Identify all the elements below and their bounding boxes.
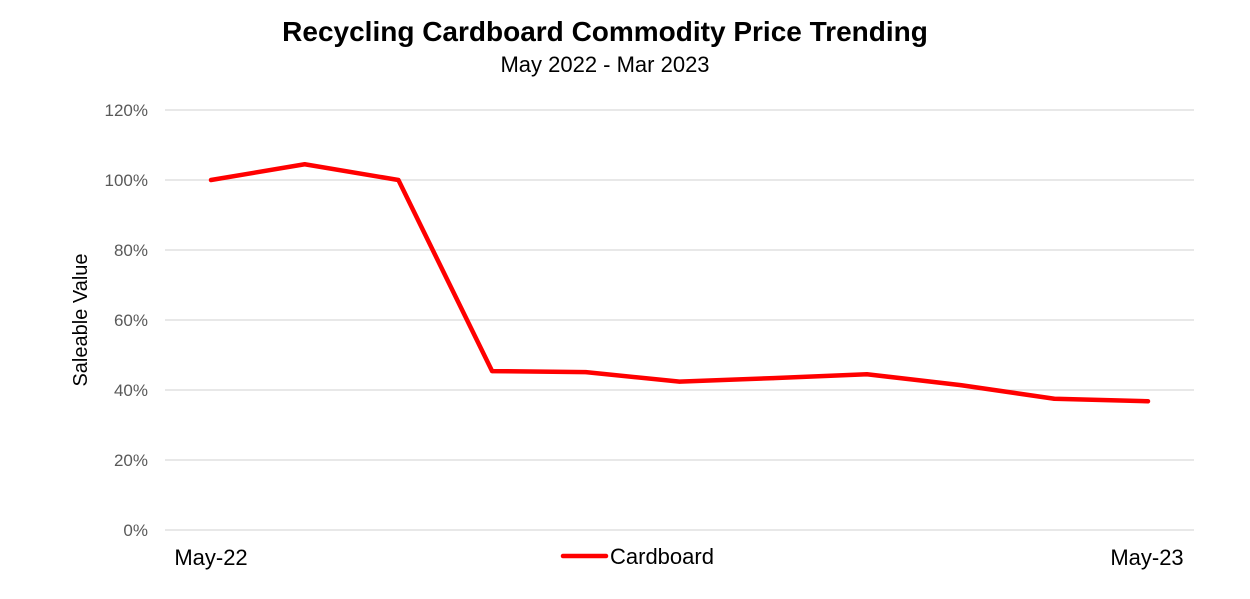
chart-subtitle: May 2022 - Mar 2023	[500, 52, 710, 77]
data-point-Dec-22	[864, 372, 869, 377]
chart-title: Recycling Cardboard Commodity Price Tren…	[282, 16, 928, 47]
y-tick-labels: 0% 20% 40% 60% 80% 100% 120%	[105, 101, 148, 540]
y-axis-label: Saleable Value	[70, 253, 92, 386]
y-tick-label: 20%	[114, 451, 148, 470]
y-tick-label: 0%	[123, 521, 148, 540]
data-point-Sep-22	[583, 370, 588, 375]
y-tick-label: 40%	[114, 381, 148, 400]
x-tick-labels: May-22 May-23	[174, 545, 1183, 570]
x-tick-label: May-23	[1110, 545, 1183, 570]
data-point-Feb-23	[1052, 396, 1057, 401]
legend: Cardboard	[560, 544, 714, 569]
data-point-Jun-22	[302, 162, 307, 167]
data-points	[209, 162, 1150, 404]
data-point-Oct-22	[677, 379, 682, 384]
data-point-May-22	[209, 178, 213, 182]
y-tick-label: 60%	[114, 311, 148, 330]
data-point-Jan-23	[958, 383, 963, 388]
gridlines	[165, 109, 1194, 531]
y-tick-label: 100%	[105, 171, 148, 190]
x-tick-label: May-22	[174, 545, 247, 570]
series-line-cardboard	[208, 162, 1151, 404]
legend-label-cardboard: Cardboard	[610, 544, 714, 569]
data-point-Aug-22	[490, 369, 495, 374]
data-point-Nov-22	[771, 376, 776, 381]
y-tick-label: 120%	[105, 101, 148, 120]
y-tick-label: 80%	[114, 241, 148, 260]
data-point-Mar-23	[1146, 399, 1150, 404]
data-point-Jul-22	[396, 178, 401, 182]
